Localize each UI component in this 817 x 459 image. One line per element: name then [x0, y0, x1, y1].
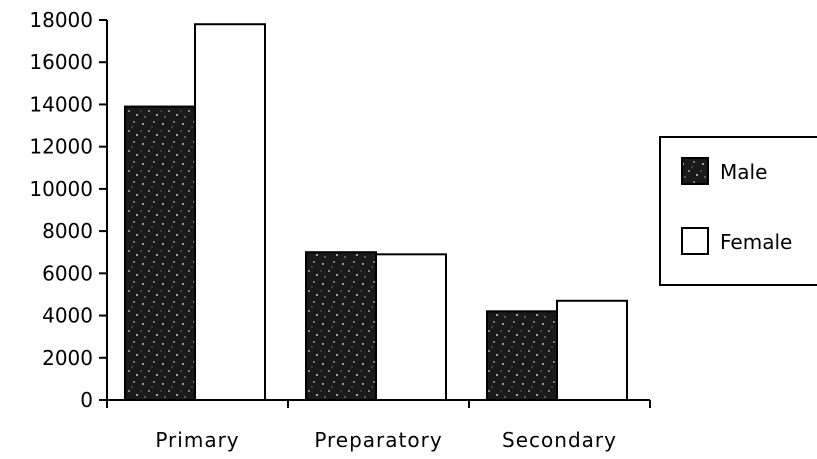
bar-male-preparatory [305, 251, 377, 401]
bar-male-primary [124, 105, 196, 402]
bar-female-secondary [556, 299, 628, 401]
y-tick-label: 6000 [42, 261, 93, 285]
y-tick-label: 0 [80, 388, 93, 412]
bar-female-primary [194, 23, 266, 401]
y-tick-label: 4000 [42, 304, 93, 328]
legend: Male Female [659, 136, 817, 286]
y-tick-label: 12000 [29, 135, 93, 159]
y-tick-label: 10000 [29, 177, 93, 201]
category-label: Primary [155, 428, 239, 452]
category-label: Preparatory [314, 428, 442, 452]
legend-swatch-female [681, 227, 709, 255]
bar-female-preparatory [375, 253, 447, 401]
y-tick-label: 8000 [42, 219, 93, 243]
y-axis: 0 2000 4000 6000 8000 10000 12000 14000 16000 180… [29, 8, 108, 412]
legend-label-male: Male [720, 160, 767, 184]
bars [124, 23, 628, 402]
bar-male-secondary [486, 310, 558, 402]
legend-swatch-male [681, 157, 709, 185]
y-tick-label: 16000 [29, 50, 93, 74]
y-tick-label: 14000 [29, 92, 93, 116]
y-tick-label: 2000 [42, 346, 93, 370]
y-tick-label: 18000 [29, 8, 93, 32]
category-label: Secondary [502, 428, 617, 452]
x-axis: Primary Preparatory Secondary [106, 399, 651, 452]
legend-label-female: Female [720, 230, 792, 254]
